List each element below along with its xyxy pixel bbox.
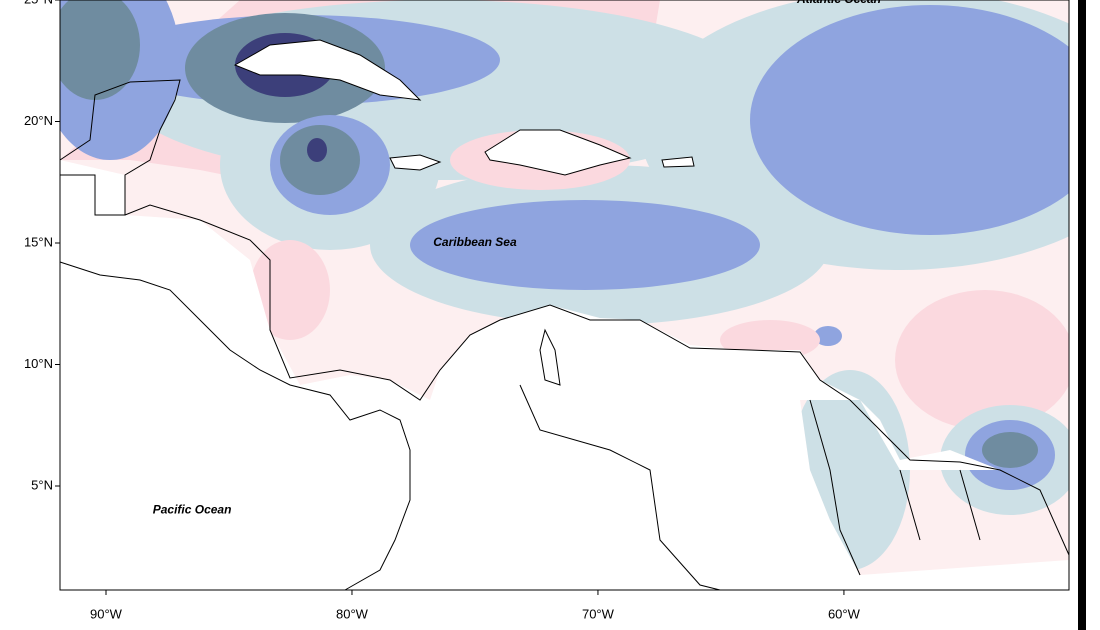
- map-frame: [59, 0, 1070, 591]
- lon-tick-label: 90°W: [90, 606, 123, 621]
- lon-tick-label: 70°W: [582, 606, 615, 621]
- lat-tick-label: 5°N: [31, 477, 53, 492]
- lat-tick-label: 25°N: [24, 0, 53, 6]
- lon-tick-label: 80°W: [336, 606, 369, 621]
- edge-bar: [1078, 0, 1086, 630]
- ocean-label: Atlantic Ocean: [796, 0, 881, 6]
- ocean-label: Pacific Ocean: [153, 502, 232, 516]
- lat-tick-label: 15°N: [24, 234, 53, 249]
- ocean-label: Caribbean Sea: [433, 235, 517, 249]
- lat-tick-label: 10°N: [24, 356, 53, 371]
- lon-tick-label: 60°W: [828, 606, 861, 621]
- coastlines: [59, 39, 1070, 591]
- lat-tick-label: 20°N: [24, 113, 53, 128]
